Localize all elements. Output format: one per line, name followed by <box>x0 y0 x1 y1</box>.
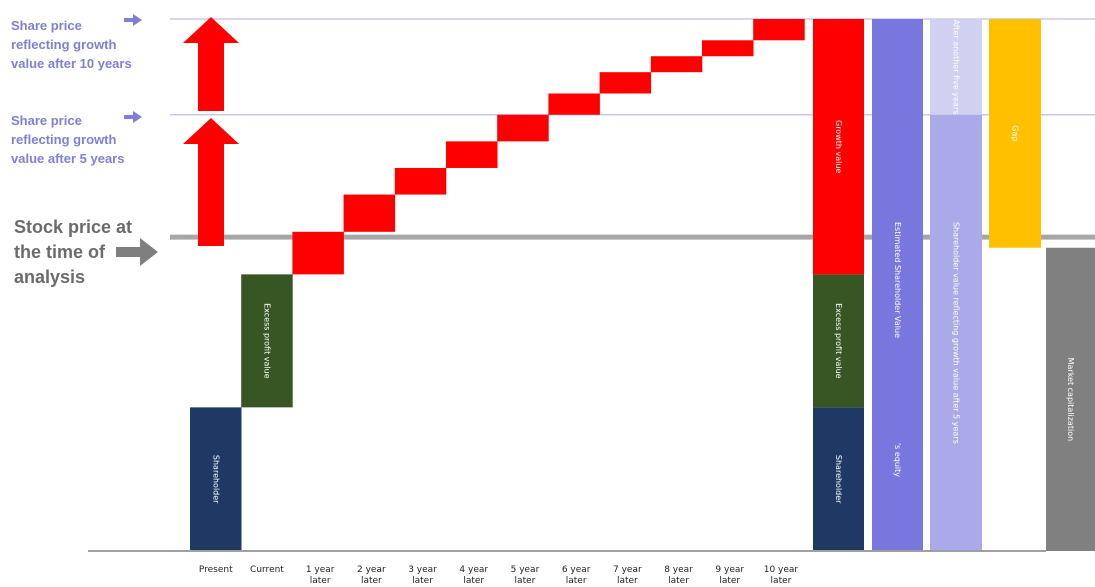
price-5y-arrow-icon <box>124 111 142 123</box>
summary-bar-0-seg-0 <box>813 407 864 551</box>
x-tick-label-10: 9 year later <box>715 565 744 586</box>
x-tick-label-2: 1 year later <box>306 565 335 586</box>
step-bar-6 <box>497 114 549 142</box>
summary-bar-0-label-2: Growth value <box>834 120 843 173</box>
step-bar-3 <box>343 194 396 232</box>
summary-bar-0-seg-2 <box>813 19 864 275</box>
step-bar-0 <box>190 407 242 551</box>
summary-bar-0-seg-1 <box>813 274 864 408</box>
summary-bar-3-label-0: Gap <box>1011 125 1020 141</box>
summary-bar-4-seg-0 <box>1046 247 1095 551</box>
summary-bar-0-label-1: Excess profit value <box>834 303 843 379</box>
stock-price-arrow-icon <box>116 238 158 266</box>
price-5y-label: Share price reflecting growth value afte… <box>11 113 125 166</box>
step-bar-label-1: Excess profit value <box>262 303 271 379</box>
step-bar-10 <box>702 40 754 57</box>
summary-bar-2-label-0: Shareholder value reflecting growth valu… <box>952 222 961 444</box>
summary-bar-2-seg-1 <box>930 19 982 115</box>
up-arrow-10y-icon <box>183 17 239 111</box>
summary-bar-1-label-0: Estimated Shareholder Value <box>893 222 902 338</box>
summary-bar-0-label-0: Shareholder <box>834 455 843 504</box>
step-bar-5 <box>446 141 498 168</box>
stock-price-label: Stock price at the time of analysis <box>14 217 133 287</box>
x-tick-label-6: 5 year later <box>511 565 540 586</box>
price-10y-label: Share price reflecting growth value afte… <box>11 18 132 71</box>
x-tick-label-4: 3 year later <box>408 565 437 586</box>
step-bar-2 <box>292 231 344 275</box>
x-tick-label-1: Current <box>250 565 284 575</box>
step-bar-7 <box>548 93 600 115</box>
summary-bar-2-seg-0 <box>930 114 982 551</box>
step-bar-4 <box>394 167 447 195</box>
summary-bar-1-seg-0 <box>872 19 923 551</box>
x-tick-label-9: 8 year later <box>664 565 693 586</box>
x-tick-label-0: Present <box>199 565 233 575</box>
step-bar-1 <box>241 274 293 408</box>
step-bar-label-0: Shareholder <box>211 455 220 504</box>
x-tick-label-8: 7 year later <box>613 565 642 586</box>
summary-bar-4-label-0: Market capitalization <box>1066 358 1075 442</box>
step-bar-9 <box>650 56 703 73</box>
x-tick-label-11: 10 year later <box>764 565 799 586</box>
x-tick-label-7: 6 year later <box>562 565 591 586</box>
x-tick-label-5: 4 year later <box>459 565 488 586</box>
step-bar-11 <box>753 19 805 41</box>
up-arrow-5y-icon <box>183 118 239 246</box>
summary-bar-2-label-1: After another five years <box>952 19 961 114</box>
step-bar-8 <box>599 72 652 94</box>
summary-bar-3-seg-0 <box>989 19 1041 248</box>
x-tick-label-3: 2 year later <box>357 565 386 586</box>
price-10y-arrow-icon <box>124 14 142 26</box>
summary-bar-1-extra-label: 's equity <box>893 443 902 477</box>
